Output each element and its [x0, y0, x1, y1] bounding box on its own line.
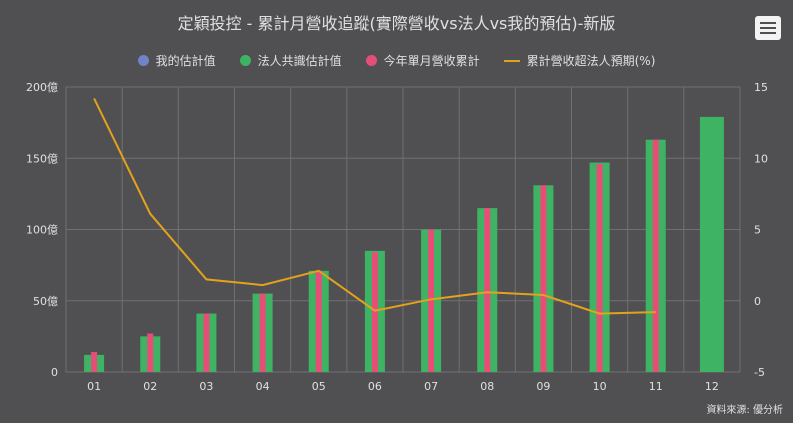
y-right-tick-label: 5 — [754, 224, 761, 237]
y-left-tick-label: 100億 — [26, 224, 58, 237]
bar-actual — [147, 333, 154, 372]
x-tick-label: 05 — [312, 380, 326, 393]
legend-item-actual-cumulative[interactable]: 今年單月營收累計 — [365, 52, 480, 69]
legend-label: 我的估計值 — [155, 54, 216, 68]
bar-consensus — [699, 116, 724, 372]
y-right-tick-label: 10 — [754, 152, 768, 165]
legend-label: 今年單月營收累計 — [383, 54, 480, 68]
legend-item-beat-pct[interactable]: 累計營收超法人預期(%) — [503, 52, 656, 69]
chart-title: 定穎投控 - 累計月營收追蹤(實際營收vs法人vs我的預估)-新版 — [177, 14, 616, 33]
bar-actual — [652, 139, 659, 372]
legend-dot-icon — [365, 55, 377, 66]
x-tick-label: 03 — [199, 380, 213, 393]
legend-dot-icon — [239, 55, 251, 66]
x-tick-label: 08 — [480, 380, 494, 393]
y-right-tick-label: 0 — [754, 295, 761, 308]
chart-legend: 我的估計值 法人共識估計值 今年單月營收累計 累計營收超法人預期(%) — [0, 52, 793, 69]
legend-item-my-estimate[interactable]: 我的估計值 — [137, 52, 216, 69]
legend-label: 法人共識估計值 — [257, 54, 342, 68]
bar-actual — [484, 208, 491, 372]
credit-text: 資料來源: 優分析 — [706, 405, 783, 416]
legend-label: 累計營收超法人預期(%) — [526, 54, 656, 68]
bar-actual — [259, 293, 266, 372]
y-left-tick-label: 0 — [51, 366, 58, 379]
bar-actual — [315, 270, 322, 372]
y-left-tick-label: 50億 — [33, 295, 58, 308]
legend-item-consensus[interactable]: 法人共識估計值 — [239, 52, 342, 69]
y-left-tick-label: 150億 — [26, 152, 58, 165]
x-tick-label: 07 — [424, 380, 438, 393]
bar-actual — [203, 313, 210, 372]
legend-line-icon — [503, 59, 520, 62]
bar-actual — [540, 185, 547, 372]
x-tick-label: 02 — [143, 380, 157, 393]
hamburger-icon[interactable] — [755, 16, 781, 40]
x-tick-label: 12 — [705, 380, 719, 393]
x-tick-label: 06 — [368, 380, 382, 393]
x-tick-label: 01 — [87, 380, 101, 393]
bar-actual — [371, 252, 378, 372]
line-beat-pct — [93, 97, 656, 315]
x-tick-label: 10 — [593, 380, 607, 393]
y-right-tick-label: -5 — [754, 366, 765, 379]
bar-actual — [596, 163, 603, 372]
y-right-tick-label: 15 — [754, 81, 768, 94]
bar-actual — [428, 229, 435, 372]
x-tick-label: 09 — [536, 380, 550, 393]
bar-actual — [91, 352, 98, 372]
x-tick-label: 11 — [649, 380, 663, 393]
legend-dot-icon — [137, 55, 149, 66]
y-left-tick-label: 200億 — [26, 81, 58, 94]
x-tick-label: 04 — [256, 380, 270, 393]
